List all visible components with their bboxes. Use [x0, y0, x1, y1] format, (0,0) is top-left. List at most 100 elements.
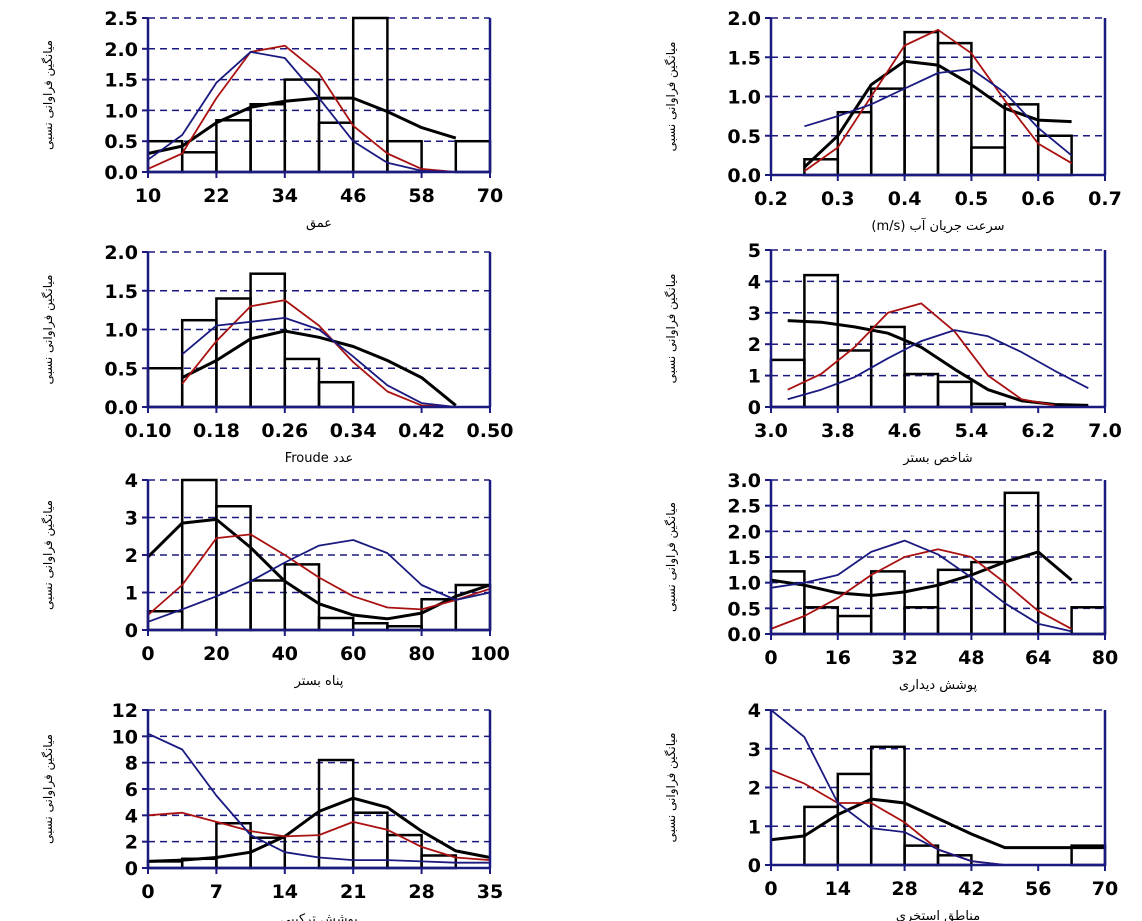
chart-panel: 0 1 2 3 4 5 3.0 3.8 4.6 5.4 6.2 7.0 شاخص بستر میانگین… — [664, 240, 1122, 466]
bar — [836, 772, 873, 867]
bar — [970, 146, 1007, 177]
series-line — [804, 68, 1073, 157]
x-tick-label: 22 — [203, 185, 229, 207]
x-tick-label: 7.0 — [1088, 420, 1122, 442]
y-tick-label: 4 — [125, 805, 138, 827]
x-tick-label: 70 — [1092, 878, 1118, 900]
y-tick-label: 0.5 — [727, 598, 761, 620]
y-axis-label: میانگین فراوانی نسبی — [664, 502, 679, 612]
series-line — [787, 302, 1056, 407]
bar — [317, 380, 355, 409]
bar — [803, 805, 840, 867]
bar — [317, 758, 355, 870]
y-tick-label: 8 — [125, 753, 138, 775]
x-tick-label: 14 — [272, 881, 298, 903]
y-axis-label: میانگین فراوانی نسبی — [41, 40, 56, 150]
bar — [803, 606, 840, 636]
bar — [249, 272, 287, 409]
x-tick-label: 80 — [1092, 647, 1118, 669]
y-tick-label: 2 — [748, 334, 761, 356]
y-tick-label: 2 — [748, 778, 761, 800]
x-tick-label: 3.8 — [821, 420, 855, 442]
chart-panel: 0.0 0.5 1.0 1.5 2.0 0.10 0.18 0.26 0.34 0.42 0.50 ع… — [41, 242, 513, 466]
series-line — [147, 539, 491, 623]
series-line — [181, 317, 456, 408]
x-axis-label: پوشش دیداری — [899, 678, 978, 693]
y-tick-label: 1.0 — [104, 320, 138, 342]
series-line — [146, 517, 491, 621]
y-tick-label: 3 — [125, 508, 138, 530]
chart-panel: 0 1 2 3 4 0 14 28 42 56 70 مناطق استخری میانگین فراو… — [664, 700, 1118, 921]
series-line — [147, 796, 491, 863]
bar — [803, 273, 840, 409]
y-tick-label: 0.5 — [104, 358, 138, 380]
series-line — [147, 732, 490, 864]
bar — [869, 570, 906, 636]
bar — [249, 836, 287, 870]
x-tick-label: 0.18 — [193, 420, 240, 442]
y-tick-label: 0 — [748, 855, 761, 877]
y-tick-label: 0.0 — [104, 162, 138, 184]
x-tick-label: 46 — [340, 185, 366, 207]
bar — [1070, 606, 1107, 636]
y-tick-label: 1 — [748, 366, 761, 388]
bar — [180, 151, 218, 174]
y-tick-label: 10 — [112, 726, 138, 748]
y-tick-label: 0.5 — [104, 131, 138, 153]
y-axis-label: میانگین فراوانی نسبی — [41, 734, 56, 844]
y-tick-label: 1.5 — [727, 547, 761, 569]
y-axis-label: میانگین فراوانی نسبی — [664, 733, 679, 843]
series-line — [770, 550, 1073, 597]
x-tick-label: 20 — [203, 643, 229, 665]
x-axis-label: عمق — [306, 216, 332, 231]
y-tick-label: 0 — [125, 858, 138, 880]
x-tick-label: 0.34 — [330, 420, 377, 442]
series-line — [147, 96, 457, 155]
x-tick-label: 34 — [272, 185, 298, 207]
series-line — [770, 548, 1073, 630]
bar — [215, 297, 252, 409]
y-tick-label: 6 — [125, 779, 138, 801]
series-line — [787, 329, 1089, 401]
x-axis-label: پناه بستر — [294, 674, 344, 689]
x-tick-label: 0.10 — [125, 420, 172, 442]
x-tick-label: 14 — [825, 878, 851, 900]
x-tick-label: 32 — [891, 647, 917, 669]
x-tick-label: 0.2 — [754, 188, 788, 210]
series-line — [181, 299, 456, 408]
x-tick-label: 0 — [141, 881, 154, 903]
bar — [836, 614, 873, 636]
y-tick-label: 2.5 — [727, 496, 761, 518]
y-tick-label: 3.0 — [727, 470, 761, 492]
x-tick-label: 7 — [210, 881, 223, 903]
x-tick-label: 21 — [340, 881, 366, 903]
x-tick-label: 58 — [408, 185, 434, 207]
x-tick-label: 0.42 — [398, 420, 445, 442]
bar — [903, 372, 940, 409]
x-tick-label: 0.4 — [888, 188, 922, 210]
y-tick-label: 3 — [748, 303, 761, 325]
y-tick-label: 1.5 — [104, 281, 138, 303]
bar — [317, 121, 355, 174]
bar — [936, 380, 973, 409]
x-axis-label: عدد Froude — [285, 451, 354, 466]
chart-panel: 0.0 0.5 1.0 1.5 2.0 0.2 0.3 0.4 0.5 0.6 0.7 سرعت جر… — [664, 8, 1122, 234]
x-tick-label: 60 — [340, 643, 366, 665]
x-tick-label: 0.26 — [261, 420, 308, 442]
x-tick-label: 80 — [408, 643, 434, 665]
x-axis-label: سرعت جریان آب (m/s) — [871, 217, 1004, 234]
series-line — [147, 533, 491, 616]
chart-panel: 0.0 0.5 1.0 1.5 2.0 2.5 3.0 0 16 32 48 64 80 پوشش دید… — [664, 470, 1118, 693]
series-line — [147, 51, 456, 173]
bar — [903, 606, 940, 636]
x-tick-label: 100 — [470, 643, 510, 665]
bar — [317, 616, 355, 632]
y-tick-label: 4 — [748, 700, 761, 722]
y-tick-label: 2.0 — [104, 39, 138, 61]
y-tick-label: 1 — [748, 816, 761, 838]
x-axis-label: مناطق استخری — [896, 909, 980, 921]
bar — [249, 102, 287, 174]
x-axis-label: پوشش ترکیبی — [280, 912, 358, 921]
chart-panel: 0.0 0.5 1.0 1.5 2.0 2.5 10 22 34 46 58 70 عمق میانگین… — [41, 8, 503, 231]
